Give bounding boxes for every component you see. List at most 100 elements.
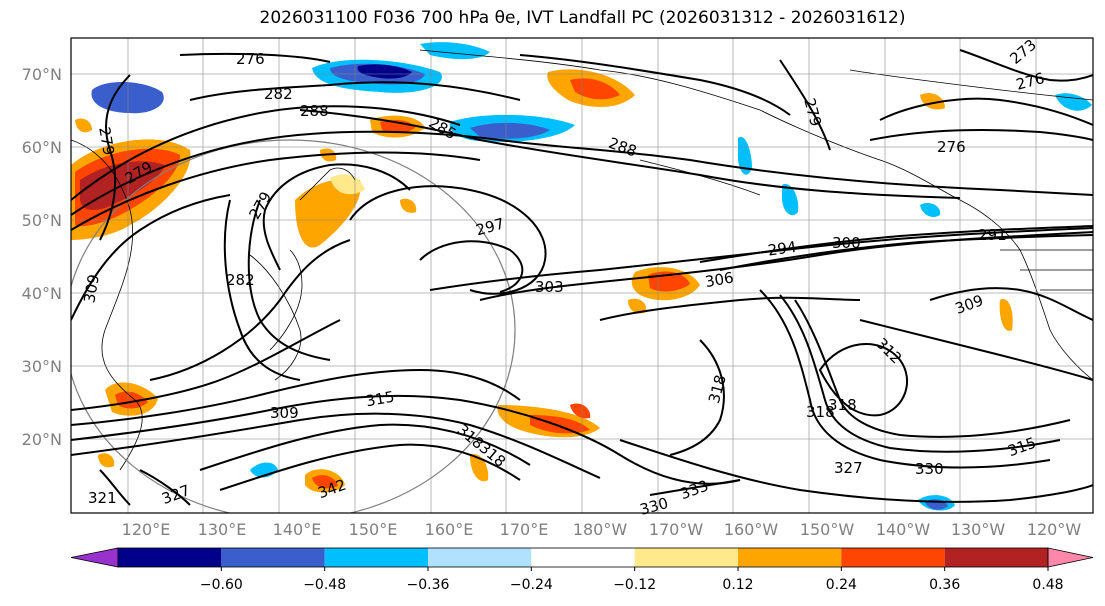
shade-negative-region xyxy=(738,136,752,175)
shade-positive-region xyxy=(570,78,620,100)
contour-line xyxy=(262,163,411,271)
contour-label: 309 xyxy=(270,404,299,422)
contour-label: 276 xyxy=(937,138,966,156)
colorbar-segment xyxy=(738,548,842,567)
contour-line xyxy=(219,443,521,491)
contour-line xyxy=(929,287,1093,321)
colorbar: −0.60 −0.48 −0.36 −0.24 −0.12 0.12 0.24 0.36 0.4… xyxy=(70,547,1094,593)
lon-label: 130°E xyxy=(198,520,247,539)
contour-line xyxy=(869,129,1093,141)
lon-label: 180°W xyxy=(573,520,628,539)
contour-line xyxy=(71,319,341,411)
colorbar-tick-label: −0.24 xyxy=(510,577,553,593)
contour-label: 288 xyxy=(300,102,329,120)
lat-label: 30°N xyxy=(22,357,62,376)
colorbar-segment xyxy=(324,548,428,567)
shading-layer xyxy=(71,42,1092,511)
coastline xyxy=(419,49,761,111)
contour-line xyxy=(71,412,601,479)
shade-negative-region xyxy=(470,122,550,139)
shade-positive-region xyxy=(295,178,361,248)
contour-label: 306 xyxy=(704,268,735,291)
contour-label: 318 xyxy=(828,396,857,414)
contour-label: 294 xyxy=(767,238,798,260)
shade-negative-region xyxy=(920,203,941,217)
colorbar-extend-low xyxy=(70,547,119,568)
contour-line xyxy=(223,199,301,381)
contour-label: 276 xyxy=(236,50,265,68)
contour-label: 321 xyxy=(88,489,117,507)
contour-label: 330 xyxy=(915,460,944,478)
shade-positive-region xyxy=(530,415,590,434)
contour-label: 291 xyxy=(978,226,1007,244)
coastline xyxy=(249,254,302,381)
contour-label: 327 xyxy=(834,459,863,477)
colorbar-extend-high xyxy=(1047,547,1094,568)
shade-negative-region xyxy=(782,184,799,216)
lon-label: 170°W xyxy=(649,520,704,539)
lon-label: 170°E xyxy=(500,520,549,539)
lon-label: 160°E xyxy=(425,520,474,539)
coastline xyxy=(959,199,1093,381)
graticule xyxy=(71,38,1093,513)
contour-line xyxy=(189,81,521,101)
contour-line xyxy=(779,294,1061,453)
landfall-region-circle xyxy=(71,139,516,513)
contour-line xyxy=(199,423,531,471)
colorbar-outline xyxy=(117,547,1049,568)
contour-label: 300 xyxy=(832,234,861,252)
colorbar-tick-label: 0.12 xyxy=(722,577,753,593)
colorbar-tick-label: 0.48 xyxy=(1032,577,1063,593)
shade-positive-region xyxy=(570,403,591,419)
shade-negative-region xyxy=(1055,93,1092,111)
contour-line xyxy=(779,59,831,151)
colorbar-tick-label: −0.36 xyxy=(407,577,450,593)
map-frame xyxy=(70,37,1094,514)
contour-line xyxy=(349,185,547,295)
contour-line xyxy=(719,234,1093,271)
contour-label: 282 xyxy=(264,85,293,103)
colorbar-segment xyxy=(841,548,945,567)
coastline xyxy=(71,139,143,471)
latitude-labels: 70°N 60°N 50°N 40°N 30°N 20°N xyxy=(22,65,62,449)
contour-line xyxy=(759,289,1051,469)
colorbar-segment xyxy=(428,548,532,567)
contour-layer xyxy=(71,49,1093,506)
shade-positive-region xyxy=(98,453,115,468)
lat-label: 60°N xyxy=(22,138,62,157)
lon-label: 120°W xyxy=(1027,520,1082,539)
colorbar-segment xyxy=(221,548,325,567)
colorbar-tick-label: −0.48 xyxy=(303,577,346,593)
contour-line xyxy=(619,439,1093,503)
colorbar-tick-label: 0.36 xyxy=(929,577,960,593)
shade-positive-region xyxy=(75,118,92,133)
contour-line xyxy=(71,130,1093,216)
contour-line xyxy=(669,339,725,456)
contour-line xyxy=(419,240,524,293)
colorbar-segment xyxy=(634,548,738,567)
lat-label: 50°N xyxy=(22,211,62,230)
contour-line xyxy=(879,97,1093,126)
map-title: 2026031100 F036 700 hPa θe, IVT Landfall… xyxy=(259,8,906,28)
contour-line xyxy=(818,343,909,417)
lat-label: 40°N xyxy=(22,284,62,303)
contour-line xyxy=(699,225,1093,263)
lon-label: 150°W xyxy=(800,520,855,539)
contour-line xyxy=(247,199,331,361)
coastline xyxy=(1000,249,1093,291)
contour-label: 315 xyxy=(364,388,395,411)
lon-label: 120°E xyxy=(122,520,171,539)
shade-positive-region xyxy=(330,174,365,195)
shade-positive-region xyxy=(312,475,338,489)
colorbar-tick-label: 0.24 xyxy=(826,577,857,593)
lat-label: 20°N xyxy=(22,430,62,449)
contour-line xyxy=(71,151,481,231)
contour-label: 279 xyxy=(95,125,118,156)
lat-label: 70°N xyxy=(22,65,62,84)
contour-line xyxy=(149,239,351,381)
contour-line xyxy=(139,469,191,506)
contour-line xyxy=(99,469,131,506)
colorbar-tick-label: −0.60 xyxy=(200,577,243,593)
longitude-labels: 120°E 130°E 140°E 150°E 160°E 170°E 180°… xyxy=(122,520,1082,539)
